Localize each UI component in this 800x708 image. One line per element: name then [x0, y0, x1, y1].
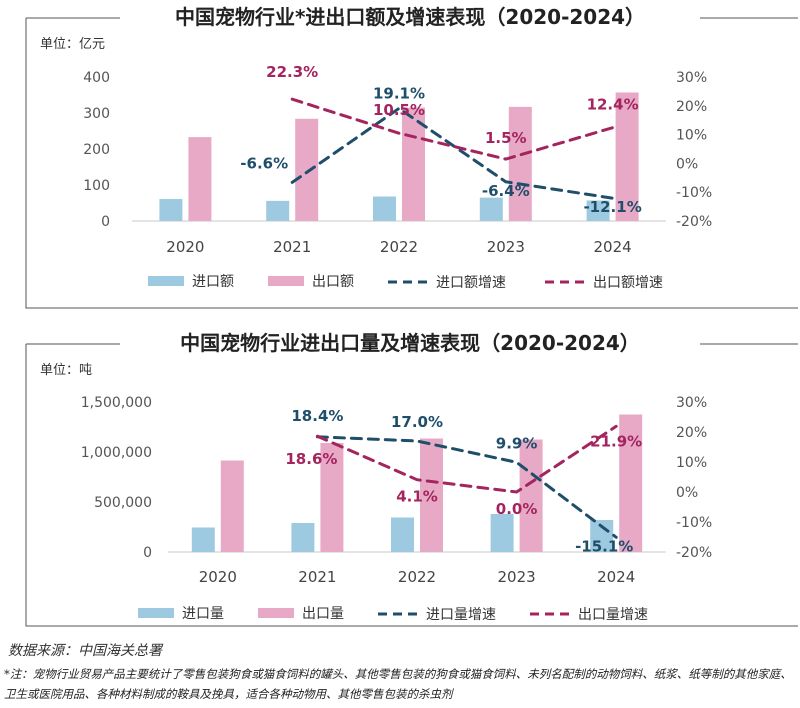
legend-swatch	[258, 608, 294, 618]
import-bar-2024	[590, 520, 614, 552]
legend-label: 进口额	[192, 274, 234, 290]
y-tick-left: 500,000	[94, 495, 152, 511]
data-label-export-growth-2024: 12.4%	[587, 96, 639, 114]
growth-line-import	[315, 435, 618, 539]
chart-1-svg: 中国宠物行业*进出口额及增速表现（2020-2024） 单位：亿元 0 100 200 3…	[25, 5, 798, 309]
import-bar-2022	[391, 517, 414, 552]
export-bar-2021	[320, 443, 344, 552]
legend-swatch	[148, 276, 184, 286]
chart-title: 中国宠物行业*进出口额及增速表现（2020-2024）	[175, 5, 645, 29]
data-label-import-growth-2022: 17.0%	[391, 413, 443, 431]
legend-swatch	[268, 276, 304, 286]
export-bar-2023	[508, 106, 532, 221]
data-label-import-growth-2023: 9.9%	[496, 434, 538, 452]
data-label-import-growth-2024: -12.1%	[583, 198, 641, 216]
data-label-export-growth-2021: 18.6%	[285, 450, 337, 468]
x-tick-label: 2021	[298, 568, 336, 586]
y-tick-left: 200	[83, 142, 110, 158]
unit-label: 单位：亿元	[40, 37, 105, 52]
y-tick-right: 20%	[676, 425, 707, 441]
growth-line-export	[290, 97, 615, 161]
chart-2-svg: 中国宠物行业进出口量及增速表现（2020-2024） 单位：吨 0 500,000 1,…	[25, 331, 798, 627]
import-bar-2021	[291, 523, 315, 552]
y-tick-right: 10%	[676, 455, 707, 471]
y-tick-right: -10%	[676, 515, 712, 531]
x-tick-label: 2021	[273, 238, 311, 256]
legend-label: 进口量	[182, 606, 224, 622]
y-tick-right: 0%	[676, 485, 698, 501]
data-label-import-growth-2021: 18.4%	[291, 407, 343, 425]
import-bar-2020	[159, 199, 183, 221]
y-tick-left: 0	[143, 545, 152, 561]
legend-swatch	[138, 608, 174, 618]
data-label-import-growth-2021: -6.6%	[240, 154, 288, 172]
export-bar-2023	[519, 439, 543, 552]
data-label-export-growth-2024: 21.9%	[590, 432, 642, 450]
x-tick-label: 2022	[398, 568, 436, 586]
import-bar-2024	[586, 200, 610, 221]
x-tick-label: 2020	[166, 238, 204, 256]
x-tick-label: 2024	[597, 568, 635, 586]
y-tick-right: 10%	[676, 128, 707, 144]
data-label-import-growth-2024: -15.1%	[575, 537, 633, 555]
y-tick-left: 300	[83, 106, 110, 122]
import-bar-2020	[191, 527, 215, 552]
legend-label: 进口额增速	[436, 275, 506, 291]
y-tick-right: -10%	[676, 185, 712, 201]
data-label-export-growth-2023: 1.5%	[485, 129, 527, 147]
chart-title: 中国宠物行业进出口量及增速表现（2020-2024）	[180, 331, 640, 355]
x-tick-label: 2023	[487, 238, 525, 256]
import-bar-2023	[479, 197, 503, 221]
import-bar-2021	[266, 200, 290, 221]
legend-label: 出口额增速	[593, 275, 663, 291]
export-bar-2020	[188, 137, 212, 221]
legend-label: 出口量	[302, 606, 344, 622]
data-label-import-growth-2023: -6.4%	[482, 182, 530, 200]
data-source: 数据来源：中国海关总署	[8, 643, 162, 659]
export-bar-2024	[619, 414, 643, 552]
x-tick-label: 2022	[380, 238, 418, 256]
export-bar-2024	[615, 92, 639, 221]
chart-frame	[25, 344, 798, 627]
footnote: *注：宠物行业贸易产品主要统计了零售包装狗食或猫食饲料的罐头、其他零售包装的狗食…	[4, 667, 792, 701]
growth-line-export	[315, 424, 618, 494]
y-tick-left: 1,000,000	[81, 445, 152, 461]
legend-label: 出口额	[312, 274, 354, 290]
data-label-export-growth-2021: 22.3%	[266, 63, 318, 81]
export-bar-2022	[420, 438, 443, 552]
export-bar-2021	[295, 118, 319, 221]
legend-label: 进口量增速	[426, 607, 496, 623]
data-label-export-growth-2022: 4.1%	[396, 488, 438, 506]
y-tick-left: 400	[83, 70, 110, 86]
x-tick-label: 2023	[498, 568, 536, 586]
chart-frame	[25, 18, 798, 309]
import-bar-2022	[373, 196, 396, 221]
import-export-value-chart: 中国宠物行业*进出口额及增速表现（2020-2024） 单位：亿元 0 100 200 3…	[0, 0, 800, 310]
y-tick-left: 0	[101, 214, 110, 230]
unit-label: 单位：吨	[40, 363, 92, 378]
x-tick-label: 2020	[199, 568, 237, 586]
y-tick-left: 1,500,000	[81, 395, 152, 411]
y-tick-right: -20%	[676, 545, 712, 561]
data-label-export-growth-2022: 10.5%	[373, 101, 425, 119]
legend-label: 出口量增速	[578, 607, 648, 623]
x-tick-label: 2024	[594, 238, 632, 256]
import-bar-2023	[490, 514, 514, 552]
export-bar-2020	[220, 460, 244, 552]
y-tick-right: -20%	[676, 214, 712, 230]
y-tick-right: 30%	[676, 395, 707, 411]
growth-line-import	[290, 106, 615, 200]
data-label-export-growth-2023: 0.0%	[496, 500, 538, 518]
data-label-import-growth-2022: 19.1%	[373, 84, 425, 102]
y-tick-right: 0%	[676, 156, 698, 172]
y-tick-left: 100	[83, 178, 110, 194]
y-tick-right: 30%	[676, 70, 707, 86]
y-tick-right: 20%	[676, 99, 707, 115]
import-export-volume-chart: 中国宠物行业进出口量及增速表现（2020-2024） 单位：吨 0 500,000 1,…	[0, 330, 800, 630]
